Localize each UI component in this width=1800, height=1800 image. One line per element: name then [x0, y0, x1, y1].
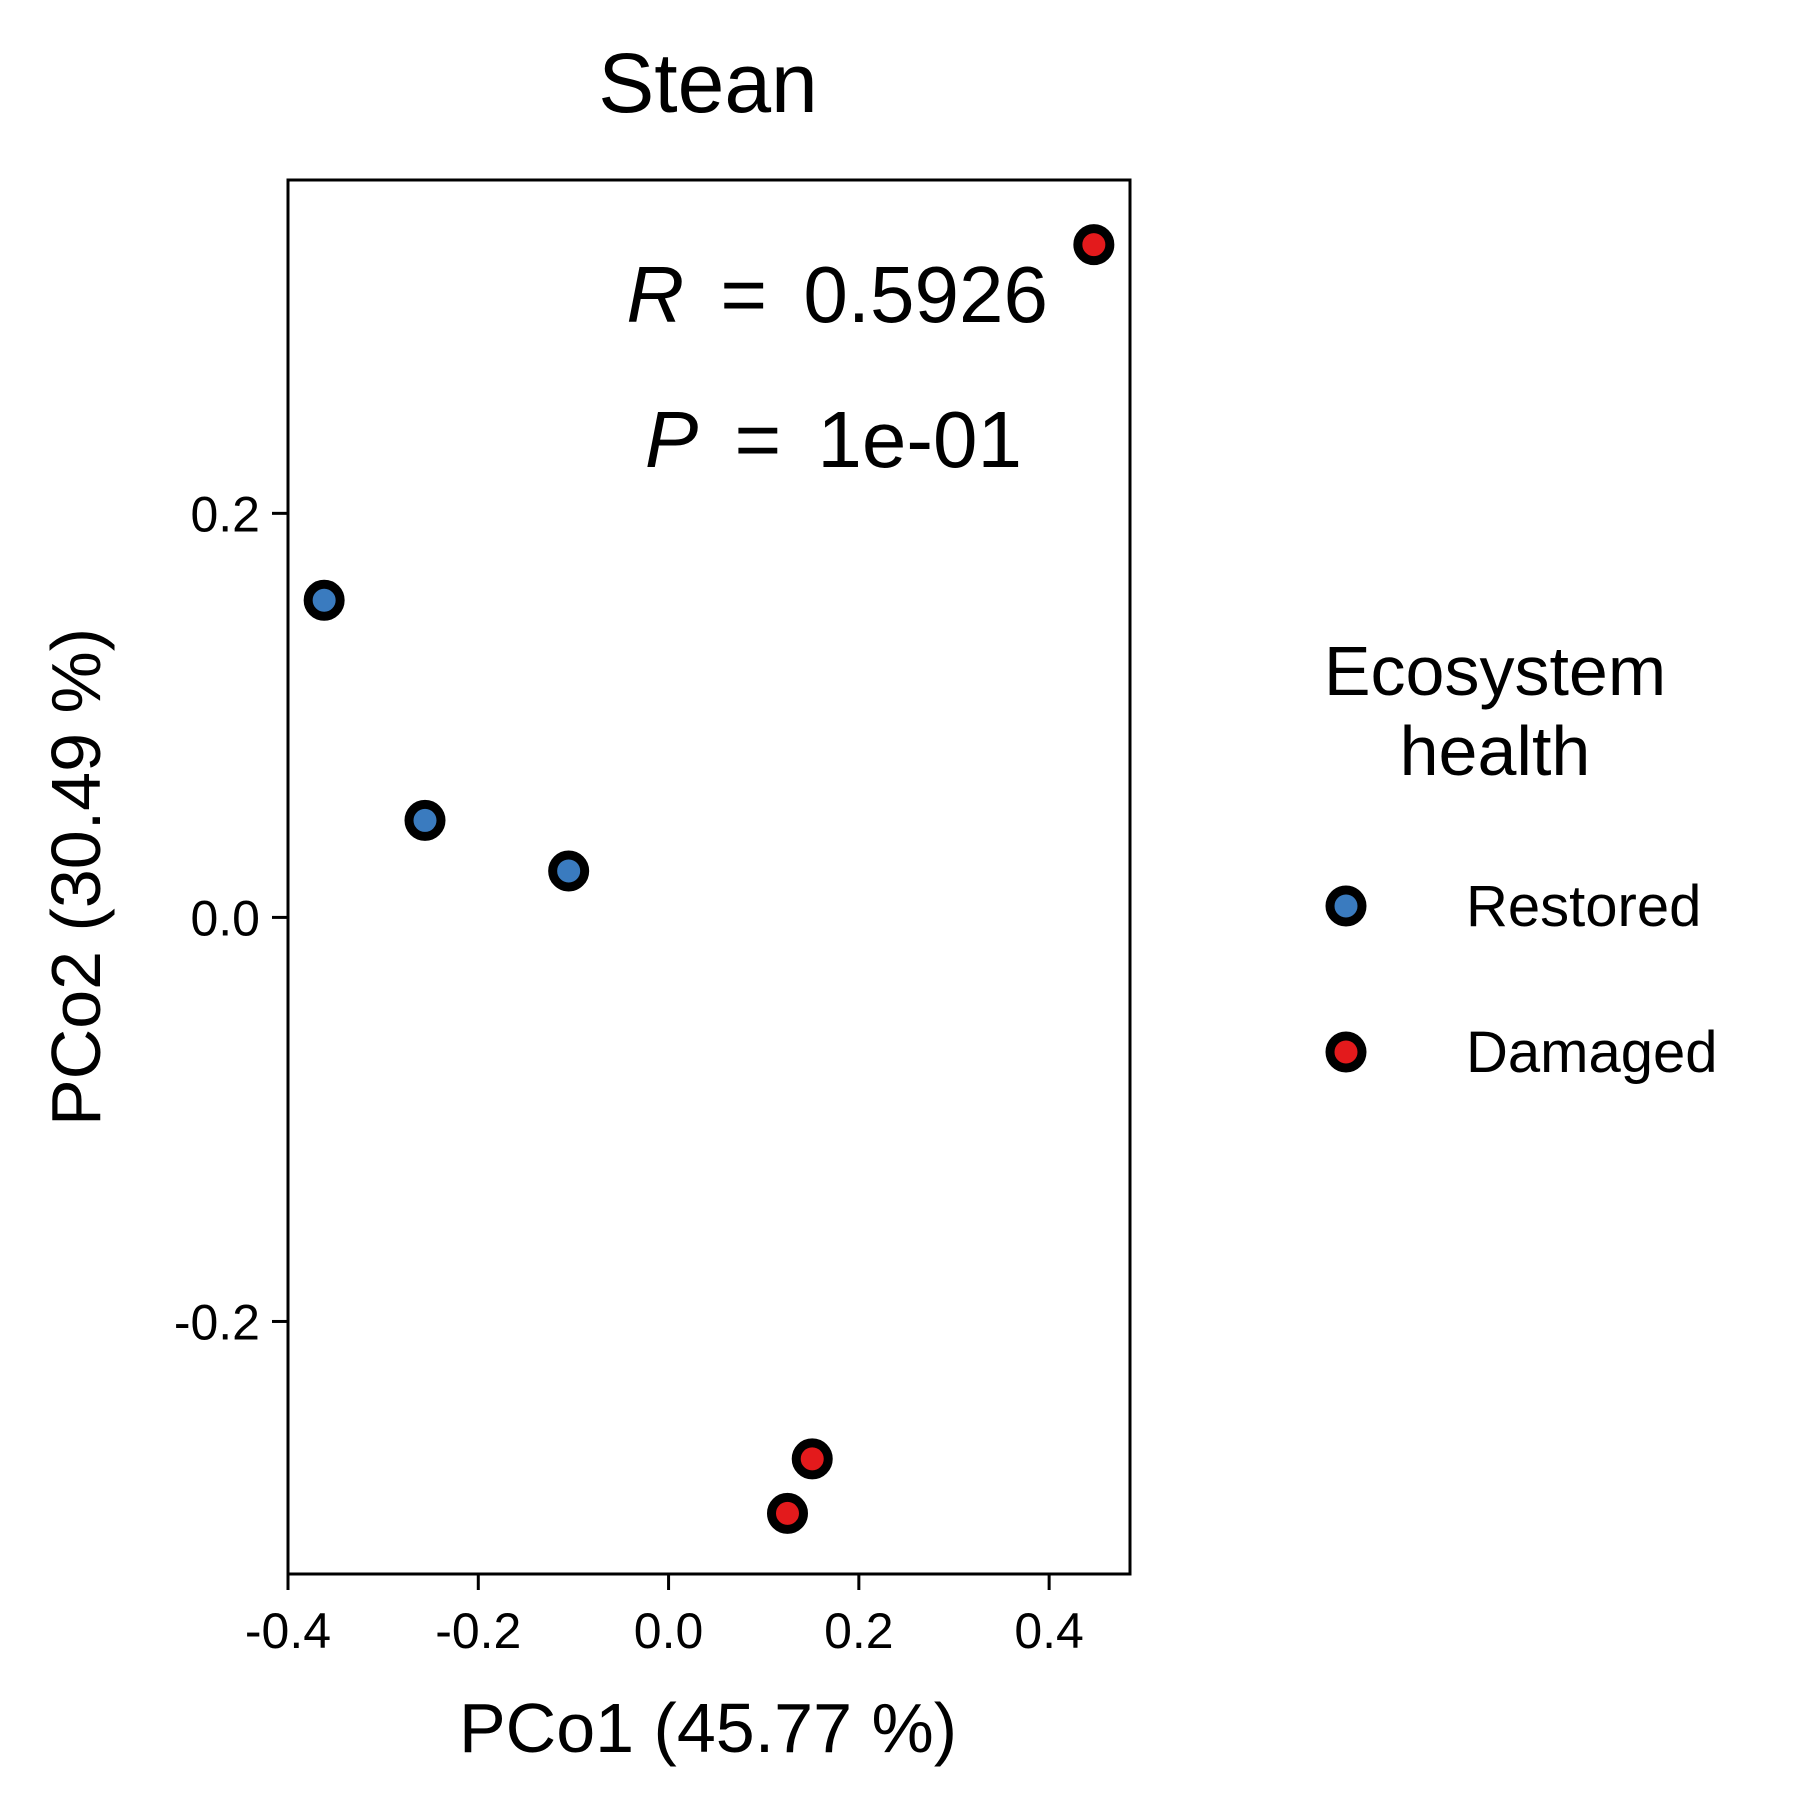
y-tick-label: -0.2	[174, 1294, 260, 1350]
legend-key-restored	[1325, 885, 1367, 927]
r-value: 0.5926	[803, 250, 1048, 339]
chart-title: Stean	[598, 36, 818, 130]
point-damaged	[1073, 224, 1115, 266]
legend-key-damaged	[1325, 1031, 1367, 1073]
p-equals: =	[734, 395, 781, 484]
x-tick-label: 0.0	[634, 1603, 704, 1659]
x-tick-label: 0.2	[824, 1603, 894, 1659]
x-axis-title: PCo1 (45.77 %)	[459, 1689, 957, 1767]
legend-title-line1: Ecosystem	[1324, 632, 1666, 710]
p-symbol: P	[645, 395, 698, 484]
x-tick-label: 0.4	[1014, 1603, 1084, 1659]
point-restored	[303, 579, 345, 621]
r-statistic: R = 0.5926	[626, 250, 1048, 339]
r-symbol: R	[626, 250, 684, 339]
r-equals: =	[720, 250, 767, 339]
legend-label-damaged: Damaged	[1466, 1020, 1717, 1085]
point-damaged	[791, 1438, 833, 1480]
point-restored	[404, 799, 446, 841]
data-points	[303, 224, 1115, 1534]
y-axis: -0.2 0.0 0.2	[174, 486, 288, 1350]
y-tick-label: 0.0	[190, 890, 260, 946]
x-tick-label: -0.4	[245, 1603, 331, 1659]
plot-frame	[286, 178, 1132, 1576]
legend: Ecosystem health Restored Damaged	[1324, 632, 1718, 1085]
y-axis-title: PCo2 (30.49 %)	[37, 628, 115, 1126]
p-statistic: P = 1e-01	[645, 395, 1022, 484]
x-tick-label: -0.2	[435, 1603, 521, 1659]
point-damaged	[766, 1492, 808, 1534]
p-value: 1e-01	[817, 395, 1022, 484]
y-tick-label: 0.2	[190, 486, 260, 542]
point-restored	[548, 850, 590, 892]
x-axis: -0.4 -0.2 0.0 0.2 0.4	[245, 1574, 1084, 1659]
legend-label-restored: Restored	[1466, 874, 1701, 939]
legend-title-line2: health	[1400, 712, 1591, 790]
